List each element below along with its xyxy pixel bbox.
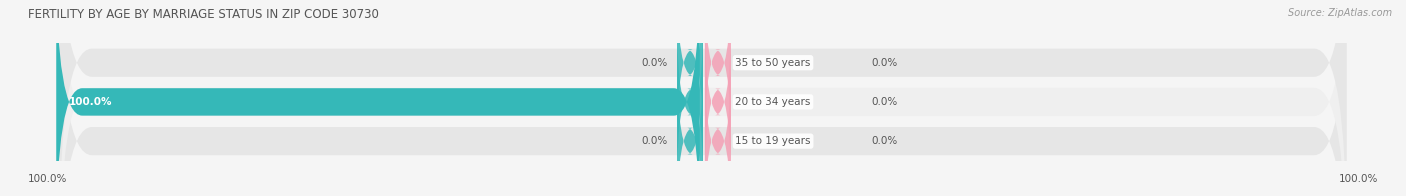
Text: 100.0%: 100.0% bbox=[1339, 174, 1378, 184]
Text: FERTILITY BY AGE BY MARRIAGE STATUS IN ZIP CODE 30730: FERTILITY BY AGE BY MARRIAGE STATUS IN Z… bbox=[28, 8, 380, 21]
FancyBboxPatch shape bbox=[678, 56, 703, 196]
FancyBboxPatch shape bbox=[704, 0, 731, 147]
Text: 100.0%: 100.0% bbox=[28, 174, 67, 184]
Text: Source: ZipAtlas.com: Source: ZipAtlas.com bbox=[1288, 8, 1392, 18]
FancyBboxPatch shape bbox=[59, 0, 1347, 196]
FancyBboxPatch shape bbox=[678, 17, 703, 187]
Text: 20 to 34 years: 20 to 34 years bbox=[735, 97, 811, 107]
FancyBboxPatch shape bbox=[678, 0, 703, 147]
Text: 100.0%: 100.0% bbox=[69, 97, 112, 107]
Text: 15 to 19 years: 15 to 19 years bbox=[735, 136, 811, 146]
Text: 0.0%: 0.0% bbox=[872, 58, 897, 68]
FancyBboxPatch shape bbox=[704, 56, 731, 196]
Text: 0.0%: 0.0% bbox=[641, 136, 668, 146]
FancyBboxPatch shape bbox=[59, 0, 1347, 196]
FancyBboxPatch shape bbox=[59, 0, 1347, 196]
FancyBboxPatch shape bbox=[704, 17, 731, 187]
Text: 0.0%: 0.0% bbox=[641, 58, 668, 68]
Text: 35 to 50 years: 35 to 50 years bbox=[735, 58, 811, 68]
Text: 0.0%: 0.0% bbox=[872, 136, 897, 146]
Text: 0.0%: 0.0% bbox=[872, 97, 897, 107]
FancyBboxPatch shape bbox=[56, 0, 700, 196]
